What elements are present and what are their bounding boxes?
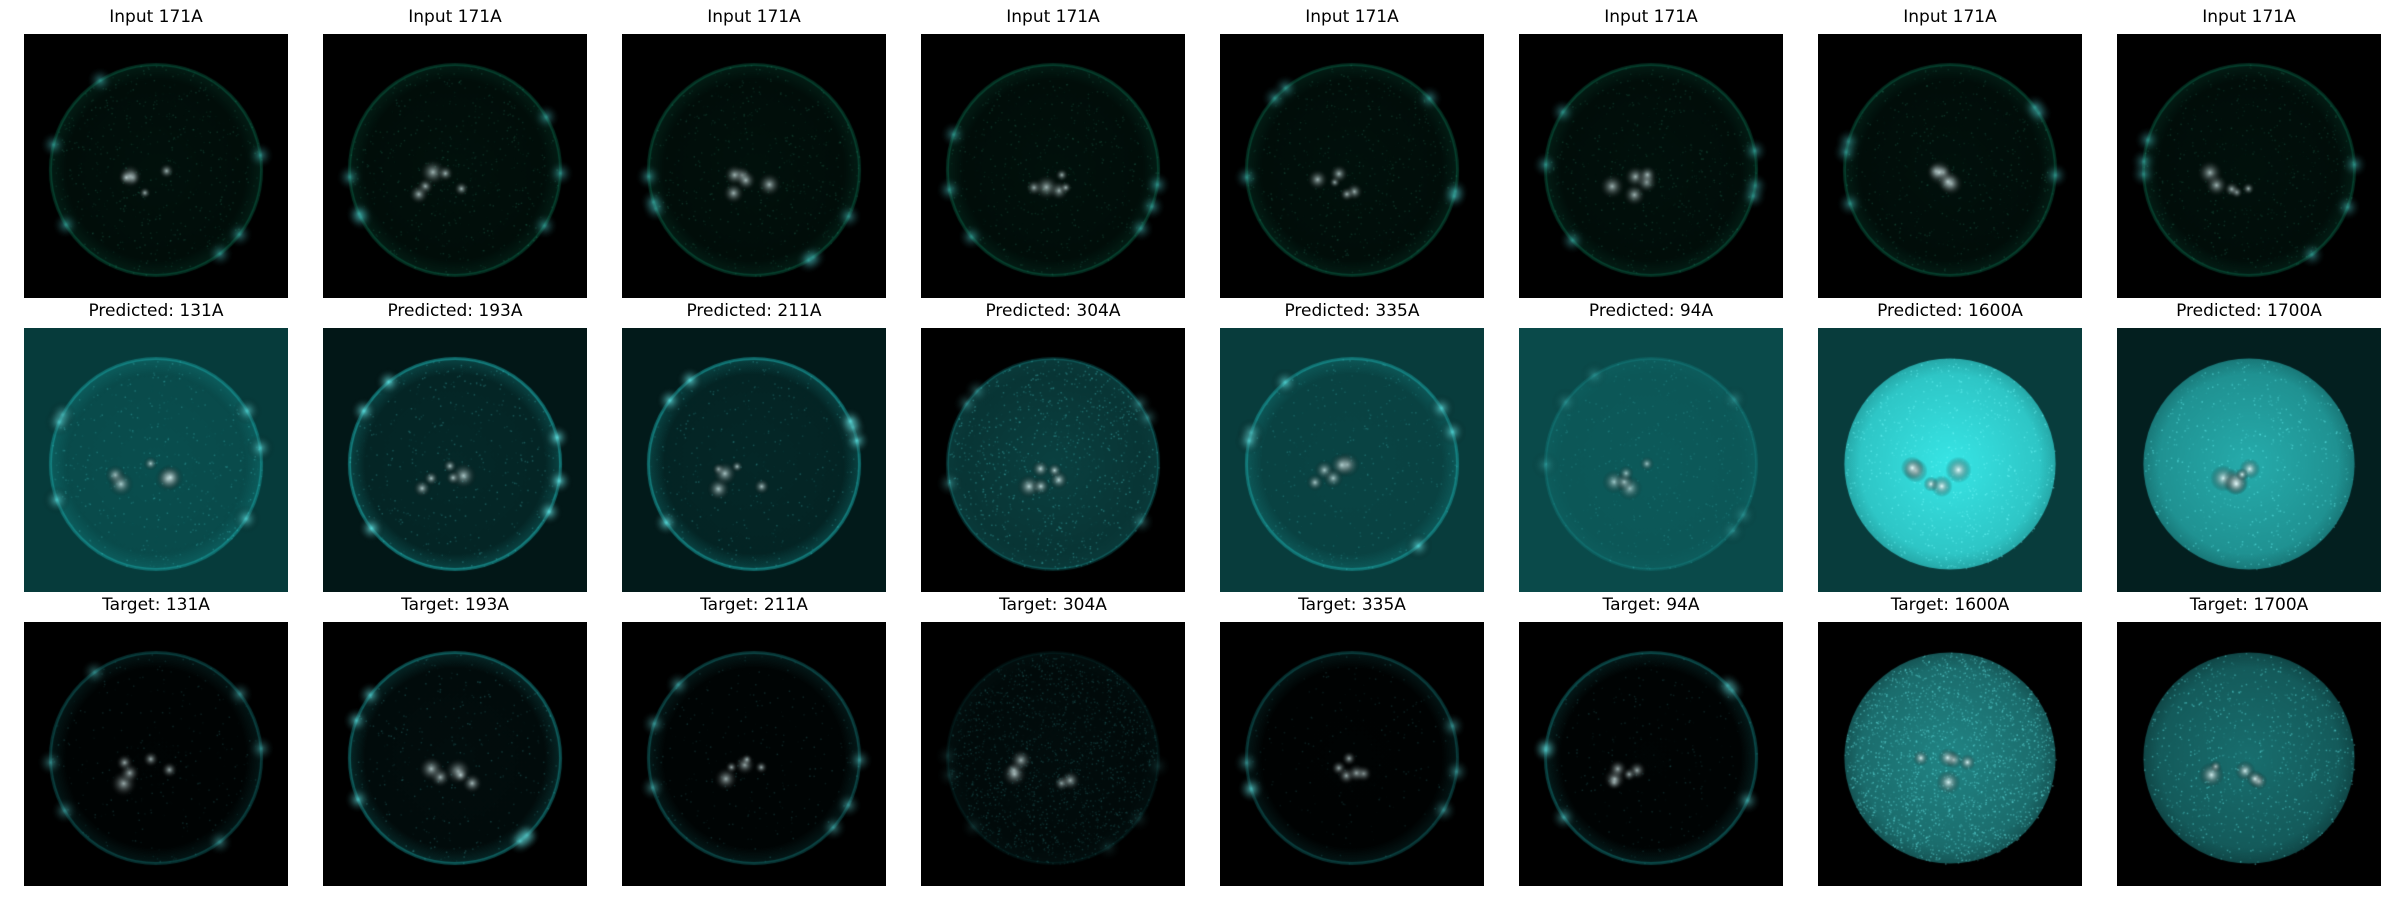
panel-title: Predicted: 193A: [323, 301, 587, 321]
sun-image: [323, 328, 587, 592]
sun-image: [24, 34, 288, 298]
sun-image: [323, 622, 587, 886]
panel-title: Target: 1600A: [1818, 595, 2082, 615]
target-panel: Target: 304A: [921, 595, 1185, 886]
sun-image: [622, 34, 886, 298]
sun-image: [1220, 34, 1484, 298]
panel-title: Predicted: 94A: [1519, 301, 1783, 321]
sun-image: [1220, 328, 1484, 592]
predicted-panel: Predicted: 94A: [1519, 301, 1783, 592]
panel-title: Input 171A: [2117, 7, 2381, 27]
panel-title: Target: 1700A: [2117, 595, 2381, 615]
panel-title: Predicted: 304A: [921, 301, 1185, 321]
sun-image: [1519, 328, 1783, 592]
sun-image: [323, 34, 587, 298]
panel-title: Predicted: 1600A: [1818, 301, 2082, 321]
sun-image: [1220, 622, 1484, 886]
predicted-panel: Predicted: 1700A: [2117, 301, 2381, 592]
panel-title: Target: 304A: [921, 595, 1185, 615]
panel-title: Input 171A: [1519, 7, 1783, 27]
target-panel: Target: 94A: [1519, 595, 1783, 886]
sun-image: [921, 622, 1185, 886]
sun-image: [2117, 34, 2381, 298]
input-panel: Input 171A: [24, 7, 288, 298]
target-panel: Target: 335A: [1220, 595, 1484, 886]
input-panel: Input 171A: [2117, 7, 2381, 298]
sun-image: [2117, 328, 2381, 592]
panel-title: Input 171A: [1220, 7, 1484, 27]
panel-title: Predicted: 1700A: [2117, 301, 2381, 321]
input-panel: Input 171A: [1220, 7, 1484, 298]
predicted-panel: Predicted: 193A: [323, 301, 587, 592]
predicted-panel: Predicted: 211A: [622, 301, 886, 592]
input-panel: Input 171A: [323, 7, 587, 298]
target-panel: Target: 211A: [622, 595, 886, 886]
panel-title: Predicted: 335A: [1220, 301, 1484, 321]
panel-title: Input 171A: [323, 7, 587, 27]
sun-image: [24, 328, 288, 592]
target-panel: Target: 193A: [323, 595, 587, 886]
panel-title: Target: 335A: [1220, 595, 1484, 615]
input-panel: Input 171A: [1519, 7, 1783, 298]
input-panel: Input 171A: [921, 7, 1185, 298]
sun-image: [2117, 622, 2381, 886]
target-panel: Target: 1700A: [2117, 595, 2381, 886]
sun-image: [1818, 328, 2082, 592]
sun-image: [1818, 34, 2082, 298]
panel-title: Input 171A: [622, 7, 886, 27]
target-panel: Target: 1600A: [1818, 595, 2082, 886]
panel-title: Target: 193A: [323, 595, 587, 615]
predicted-panel: Predicted: 131A: [24, 301, 288, 592]
sun-image: [921, 34, 1185, 298]
panel-title: Target: 131A: [24, 595, 288, 615]
sun-image: [1818, 622, 2082, 886]
sun-image: [1519, 34, 1783, 298]
predicted-panel: Predicted: 1600A: [1818, 301, 2082, 592]
predicted-panel: Predicted: 335A: [1220, 301, 1484, 592]
sun-image: [622, 622, 886, 886]
panel-title: Input 171A: [24, 7, 288, 27]
sun-image: [1519, 622, 1783, 886]
panel-title: Target: 211A: [622, 595, 886, 615]
target-panel: Target: 131A: [24, 595, 288, 886]
panel-title: Input 171A: [1818, 7, 2082, 27]
panel-title: Predicted: 131A: [24, 301, 288, 321]
input-panel: Input 171A: [1818, 7, 2082, 298]
sun-image: [24, 622, 288, 886]
panel-title: Input 171A: [921, 7, 1185, 27]
panel-title: Predicted: 211A: [622, 301, 886, 321]
panel-title: Target: 94A: [1519, 595, 1783, 615]
sun-image: [622, 328, 886, 592]
input-panel: Input 171A: [622, 7, 886, 298]
predicted-panel: Predicted: 304A: [921, 301, 1185, 592]
sun-image: [921, 328, 1185, 592]
